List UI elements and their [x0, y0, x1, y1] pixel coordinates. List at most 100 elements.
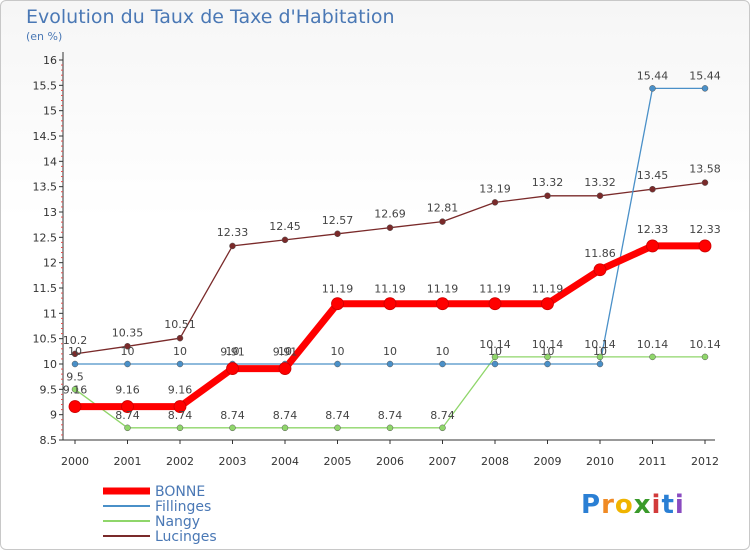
value-label-nangy: 8.74 [168, 409, 193, 422]
value-label-fillinges: 10 [436, 345, 450, 358]
value-label-nangy: 8.74 [115, 409, 140, 422]
data-point-fillinges [649, 85, 656, 92]
data-point-nangy [229, 424, 236, 432]
value-label-lucinges: 12.81 [427, 202, 459, 215]
legend-label-nangy: Nangy [155, 514, 200, 530]
value-label-lucinges: 10.35 [112, 326, 144, 339]
value-label-lucinges: 12.69 [374, 208, 406, 221]
y-tick-label: 11 [43, 307, 57, 320]
data-point-bonne [383, 297, 397, 311]
logo-letter: i [651, 490, 662, 520]
data-point-fillinges [596, 360, 604, 368]
value-label-fillinges: 15.44 [637, 69, 669, 82]
data-point-bonne [226, 362, 239, 375]
value-label-fillinges: 10 [488, 345, 502, 358]
value-label-fillinges: 10 [173, 345, 187, 358]
value-label-nangy: 10.14 [689, 338, 721, 351]
value-label-nangy: 9.5 [66, 370, 84, 383]
proxiti-logo: Proxiti [581, 490, 685, 520]
value-label-fillinges: 10 [226, 345, 240, 358]
data-point-lucinges [334, 230, 341, 238]
value-label-fillinges: 10 [121, 345, 135, 358]
value-label-nangy: 8.74 [325, 409, 350, 422]
y-tick-label: 15.5 [33, 79, 58, 92]
x-tick-label: 2001 [114, 455, 142, 468]
value-label-bonne: 11.19 [532, 283, 564, 296]
x-tick-label: 2002 [166, 455, 194, 468]
x-tick-label: 2009 [534, 455, 562, 468]
value-label-nangy: 8.74 [378, 409, 403, 422]
data-point-bonne [541, 297, 554, 311]
legend-label-bonne: BONNE [155, 484, 205, 500]
value-label-lucinges: 13.58 [689, 163, 721, 176]
y-tick-label: 14.5 [33, 130, 58, 143]
data-point-nangy [596, 353, 604, 361]
y-tick-label: 10 [43, 358, 57, 371]
value-label-bonne: 12.33 [637, 223, 669, 236]
x-tick-label: 2008 [481, 455, 509, 468]
data-point-lucinges [124, 343, 131, 350]
data-point-fillinges [701, 85, 709, 92]
x-tick-label: 2012 [691, 455, 719, 468]
data-point-fillinges [71, 360, 79, 368]
value-label-fillinges: 10 [68, 345, 82, 358]
data-point-fillinges [491, 360, 499, 368]
data-point-bonne [488, 297, 502, 311]
data-point-bonne [173, 400, 187, 413]
data-point-bonne [68, 400, 82, 413]
data-point-bonne [698, 239, 712, 253]
value-label-lucinges: 13.45 [637, 169, 669, 182]
chart-value-labels: 10.2 10.35 10.51 12.33 12.45 12.57 12.69 12.81 1… [63, 69, 721, 421]
data-point-nangy [649, 353, 656, 361]
value-label-bonne: 12.33 [689, 223, 721, 236]
value-label-bonne: 9.16 [115, 384, 140, 397]
value-label-fillinges: 10 [331, 345, 345, 358]
chart-axes: 8.5 9 9.5 10 10.5 11 11.5 12 12.5 13 13.5 14 14.5 15 1… [33, 52, 719, 468]
chart-subtitle: (en %) [26, 30, 63, 43]
x-tick-label: 2005 [324, 455, 352, 468]
data-point-nangy [71, 386, 79, 393]
data-point-lucinges [229, 242, 236, 250]
value-label-lucinges: 13.32 [584, 176, 616, 189]
data-point-fillinges [124, 360, 131, 368]
y-tick-label: 8.5 [40, 434, 58, 447]
data-point-bonne [121, 400, 134, 413]
data-point-bonne [278, 362, 292, 375]
legend-label-lucinges: Lucinges [155, 529, 217, 545]
data-point-nangy [124, 424, 131, 432]
data-point-bonne [331, 297, 344, 311]
y-tick-label: 11.5 [33, 282, 58, 295]
data-point-lucinges [596, 192, 604, 200]
value-label-lucinges: 12.33 [217, 226, 249, 239]
data-point-fillinges [544, 360, 551, 368]
y-tick-label: 10.5 [33, 333, 58, 346]
value-label-fillinges: 10 [541, 345, 555, 358]
value-label-lucinges: 12.45 [269, 220, 301, 233]
value-label-bonne: 9.91 [273, 346, 298, 359]
logo-letter: t [661, 490, 675, 520]
data-point-nangy [334, 424, 341, 432]
y-tick-label: 9.5 [40, 383, 58, 396]
value-label-bonne: 9.91 [220, 346, 245, 359]
y-tick-label: 9 [50, 409, 57, 422]
data-point-nangy [701, 353, 709, 361]
value-label-bonne: 9.16 [168, 384, 193, 397]
x-tick-label: 2004 [271, 455, 299, 468]
y-tick-label: 13 [43, 206, 57, 219]
data-point-lucinges [439, 218, 446, 225]
x-tick-label: 2010 [586, 455, 614, 468]
y-tick-label: 12 [43, 257, 57, 270]
value-label-fillinges: 10 [593, 345, 607, 358]
value-label-bonne: 11.86 [584, 247, 616, 260]
data-point-bonne [646, 239, 659, 253]
value-label-nangy: 8.74 [220, 409, 245, 422]
data-point-bonne [593, 263, 607, 277]
value-label-nangy: 8.74 [430, 409, 455, 422]
x-tick-label: 2003 [219, 455, 247, 468]
value-label-lucinges: 10.51 [164, 318, 196, 331]
logo-letter: i [674, 490, 685, 520]
data-point-lucinges [491, 199, 499, 206]
